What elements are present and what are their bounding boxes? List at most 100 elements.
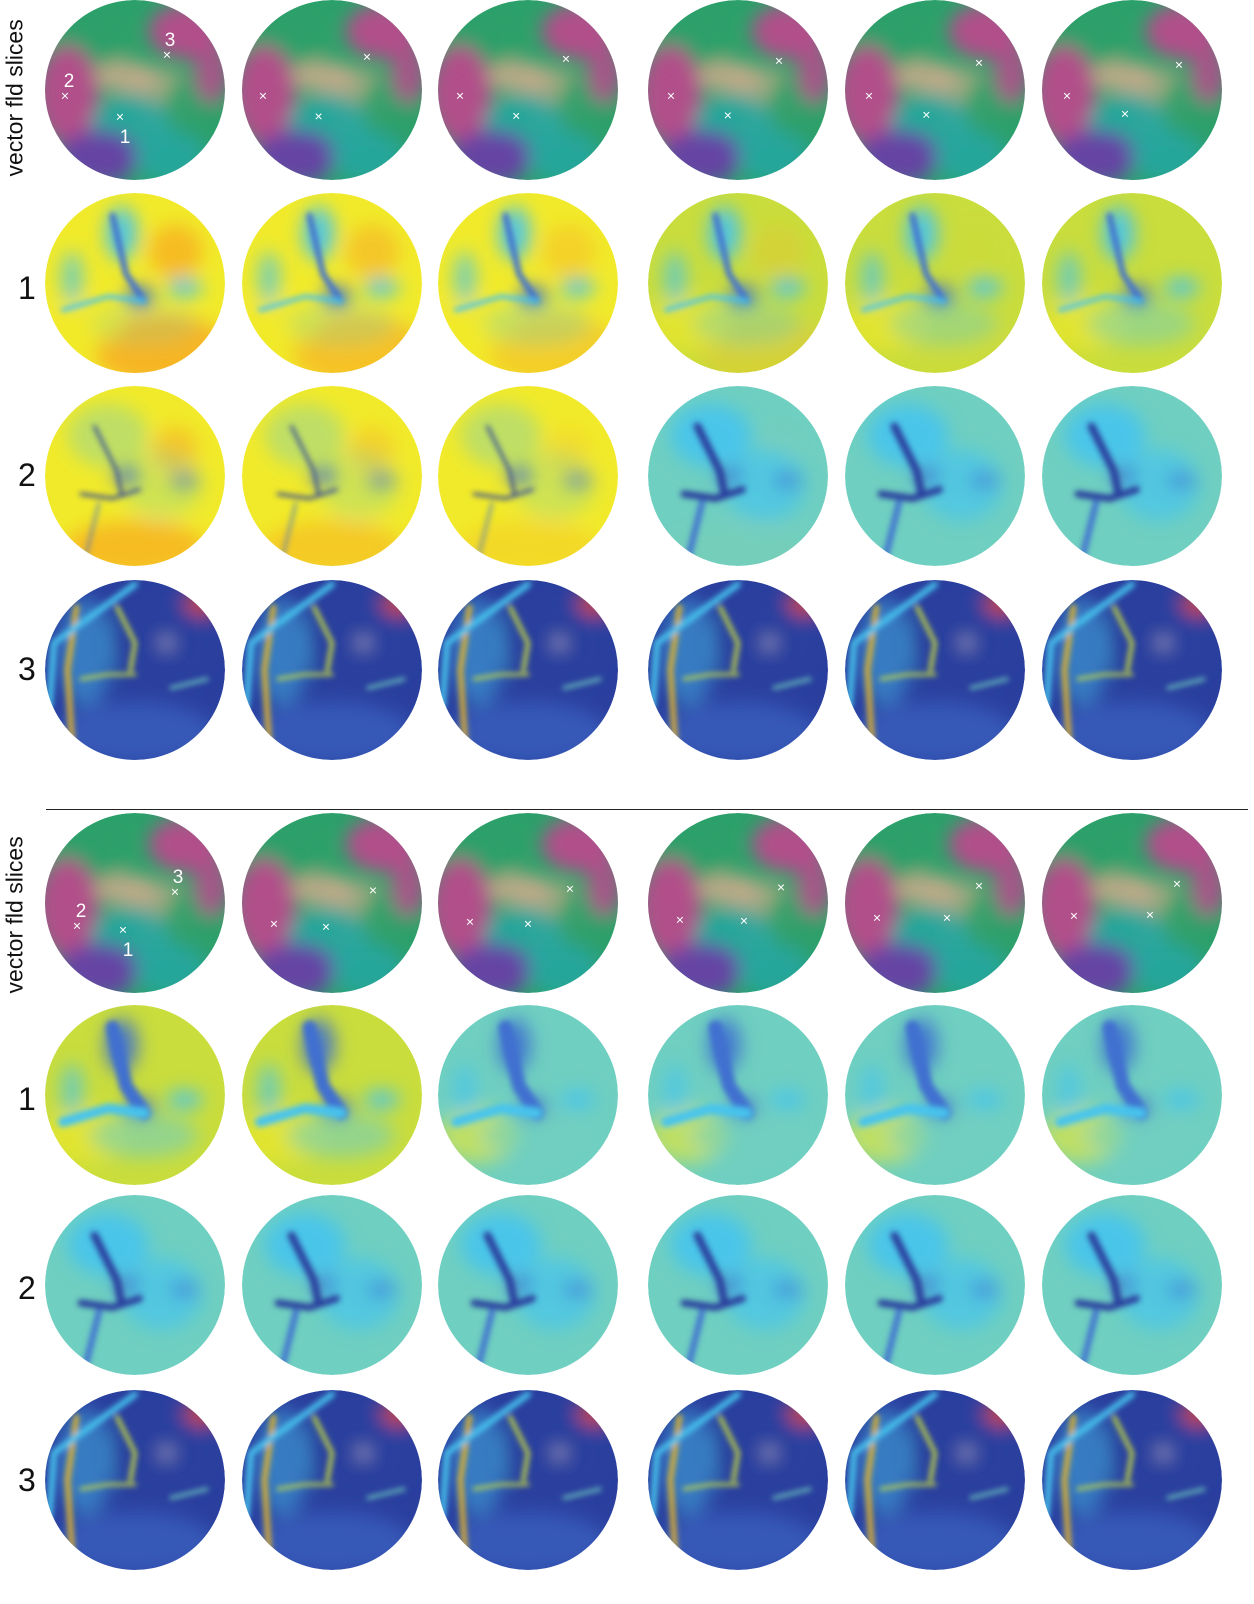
vector-field-slice: × × × 1 2 3 [45,813,225,993]
point-marker-2: × [1070,908,1078,924]
point-marker-2: × [61,88,69,104]
scalar-slice-1 [438,193,618,373]
scalar-slice-2 [1042,1195,1222,1375]
vector-field-slice: × × × 1 2 3 [45,0,225,180]
point-marker-2: × [676,912,684,928]
scalar-slice-1 [45,1005,225,1185]
scalar-slice-2 [845,386,1025,566]
point-label-1: 1 [120,127,131,148]
vector-field-slice: × × × [242,813,422,993]
vector-field-slice: × × × [438,0,618,180]
row-label-2-top: 2 [18,457,36,493]
scalar-slice-1 [648,1005,828,1185]
point-marker-3: × [975,877,983,893]
scalar-slice-1 [1042,1005,1222,1185]
scalar-slice-1 [1042,193,1222,373]
point-marker-1: × [943,910,951,926]
vector-field-slice: × × × [845,813,1025,993]
point-marker-1: × [315,108,323,124]
scalar-slice-3 [242,1390,422,1570]
point-marker-2: × [270,916,278,932]
scalar-slice-1 [45,193,225,373]
point-marker-2: × [259,88,267,104]
scalar-slice-2 [1042,386,1222,566]
point-marker-1: × [119,922,127,938]
point-marker-2: × [667,88,675,104]
scalar-slice-3 [1042,1390,1222,1570]
row-label-3-top: 3 [18,651,36,687]
vector-field-slice: × × × [1042,813,1222,993]
scalar-slice-3 [242,580,422,760]
scalar-slice-3 [438,580,618,760]
point-marker-2: × [73,918,81,934]
scalar-slice-2 [438,1195,618,1375]
point-marker-1: × [1146,907,1154,923]
scalar-slice-3 [648,1390,828,1570]
point-label-1: 1 [123,940,134,961]
point-marker-1: × [116,109,124,125]
vector-field-slice: × × × [845,0,1025,180]
row-label-vector-field-top: vector fld slices [1,19,28,177]
row-label-2-bottom: 2 [18,1270,36,1306]
point-marker-2: × [1063,88,1071,104]
row-label-3-bottom: 3 [18,1462,36,1498]
point-marker-2: × [456,88,464,104]
vector-field-slice: × × × [242,0,422,180]
point-marker-1: × [322,919,330,935]
scalar-slice-1 [242,1005,422,1185]
scalar-slice-1 [438,1005,618,1185]
point-label-2: 2 [64,71,75,92]
point-marker-1: × [512,108,520,124]
point-marker-2: × [466,914,474,930]
vector-field-slice: × × × [648,813,828,993]
row-label-vector-field-bottom: vector fld slices [1,836,28,994]
point-marker-3: × [775,53,783,69]
vector-field-slice: × × × [1042,0,1222,180]
point-marker-3: × [171,884,179,900]
point-marker-1: × [1121,106,1129,122]
scalar-slice-2 [438,386,618,566]
scalar-slice-2 [845,1195,1025,1375]
row-label-1-bottom: 1 [18,1081,36,1117]
scalar-slice-3 [45,1390,225,1570]
point-label-2: 2 [76,901,87,922]
point-marker-2: × [873,910,881,926]
point-marker-1: × [524,916,532,932]
scalar-slice-1 [242,193,422,373]
point-marker-3: × [363,49,371,65]
point-marker-3: × [163,47,171,63]
scalar-slice-2 [45,386,225,566]
point-marker-1: × [740,913,748,929]
scalar-slice-2 [242,1195,422,1375]
scalar-slice-1 [648,193,828,373]
vector-field-slice: × × × [438,813,618,993]
vector-field-slice: × × × [648,0,828,180]
scalar-slice-1 [845,193,1025,373]
scalar-slice-3 [845,580,1025,760]
row-label-1-top: 1 [18,270,36,306]
point-marker-3: × [777,879,785,895]
point-marker-1: × [724,107,732,123]
point-marker-1: × [922,106,930,122]
scalar-slice-2 [648,386,828,566]
scalar-slice-3 [648,580,828,760]
point-marker-3: × [566,881,574,897]
scalar-slice-2 [242,386,422,566]
block-divider [46,809,1248,810]
scalar-slice-2 [45,1195,225,1375]
point-label-3: 3 [165,30,176,51]
scalar-slice-3 [1042,580,1222,760]
scalar-slice-3 [438,1390,618,1570]
point-marker-2: × [865,88,873,104]
point-marker-3: × [369,882,377,898]
point-marker-3: × [562,51,570,67]
point-marker-3: × [975,55,983,71]
point-marker-3: × [1175,57,1183,73]
scalar-slice-2 [648,1195,828,1375]
point-marker-3: × [1173,876,1181,892]
scalar-slice-1 [845,1005,1025,1185]
scalar-slice-3 [45,580,225,760]
point-label-3: 3 [173,867,184,888]
